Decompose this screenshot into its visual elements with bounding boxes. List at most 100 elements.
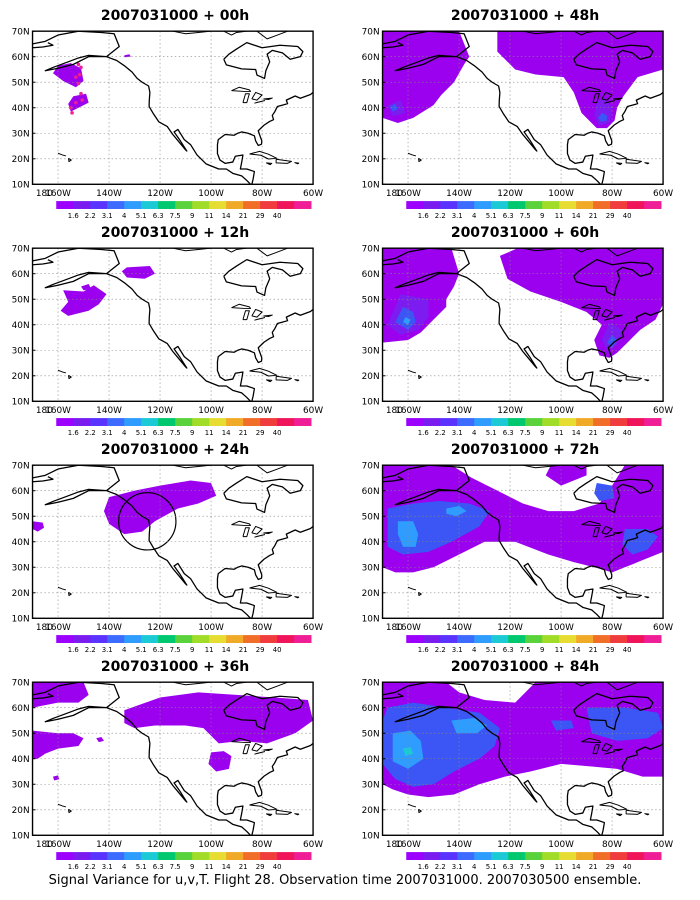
colorbar-swatch <box>175 852 193 860</box>
colorbar-label: 7.5 <box>520 863 531 871</box>
latitude-label: 30N <box>362 347 380 357</box>
colorbar-swatch <box>491 852 509 860</box>
colorbar-swatch <box>124 418 142 426</box>
high-variance-dot <box>70 111 74 115</box>
high-variance-dot <box>74 100 78 105</box>
latitude-label: 40N <box>12 538 30 548</box>
colorbar-label: 40 <box>623 429 632 437</box>
latitude-label: 50N <box>362 730 380 740</box>
colorbar-label: 5.1 <box>486 212 497 220</box>
colorbar-swatch <box>542 201 560 209</box>
longitude-label: 120W <box>147 406 173 416</box>
longitude-label: 60W <box>653 840 673 850</box>
colorbar-label: 11 <box>555 646 564 654</box>
colorbar-label: 11 <box>205 646 214 654</box>
colorbar-swatch <box>294 418 312 426</box>
colorbar-label: 2.2 <box>435 429 446 437</box>
colorbar-swatch <box>243 418 261 426</box>
colorbar-swatch <box>525 418 543 426</box>
high-variance-dot <box>77 72 82 77</box>
latitude-label: 50N <box>12 79 30 89</box>
latitude-label: 50N <box>12 296 30 306</box>
colorbar-swatch <box>406 201 424 209</box>
colorbar-label: 9 <box>190 646 194 654</box>
latitude-label: 50N <box>362 296 380 306</box>
colorbar-swatch <box>593 201 611 209</box>
coastline <box>32 682 314 836</box>
colorbar-label: 6.3 <box>153 646 164 654</box>
colorbar-swatch <box>644 852 662 860</box>
colorbar-swatch <box>593 418 611 426</box>
colorbar-swatch <box>576 635 594 643</box>
colorbar-swatch <box>576 418 594 426</box>
colorbar-swatch <box>294 852 312 860</box>
latitude-label: 70N <box>362 462 380 472</box>
graticule <box>382 465 664 619</box>
panel-title: 2007031000 + 48h <box>450 8 600 24</box>
colorbar-swatch <box>107 201 125 209</box>
colorbar-label: 3.1 <box>102 646 113 654</box>
colorbar-label: 5.1 <box>136 212 147 220</box>
longitude-label: 60W <box>303 189 323 199</box>
variance-region <box>52 775 60 781</box>
colorbar-label: 40 <box>273 863 282 871</box>
colorbar-label: 5.1 <box>486 863 497 871</box>
colorbar-label: 5.1 <box>136 646 147 654</box>
colorbar-swatch <box>644 201 662 209</box>
colorbar-label: 11 <box>555 863 564 871</box>
variance-region <box>451 717 488 734</box>
colorbar-swatch <box>440 201 458 209</box>
map-panel-72h: 2007031000 + 72h 70N 60N 50N 40N 30N 20N 10N 180… <box>362 442 674 660</box>
colorbar-label: 4 <box>122 212 126 220</box>
panel-title: 2007031000 + 36h <box>100 659 250 675</box>
panel-title: 2007031000 + 84h <box>450 659 600 675</box>
colorbar-swatch <box>491 635 509 643</box>
colorbar-swatch <box>491 418 509 426</box>
colorbar-label: 29 <box>256 646 265 654</box>
latitude-label: 60N <box>12 270 30 280</box>
longitude-label: 100W <box>198 406 224 416</box>
colorbar-swatch <box>457 635 475 643</box>
colorbar-swatch <box>423 852 441 860</box>
coastline <box>32 465 314 619</box>
colorbar-label: 5.1 <box>136 429 147 437</box>
colorbar-swatch <box>423 418 441 426</box>
colorbar: 1.6 2.2 3.1 4 5.1 6.3 7.5 9 11 14 21 29 40 <box>406 418 662 437</box>
latitude-label: 20N <box>362 589 380 599</box>
colorbar-swatch <box>474 852 492 860</box>
latitude-label: 30N <box>12 130 30 140</box>
longitude-label: 180 <box>36 623 53 633</box>
colorbar-swatch <box>260 418 278 426</box>
latitude-label: 70N <box>362 28 380 38</box>
colorbar-swatch <box>610 635 628 643</box>
latitude-label: 50N <box>12 513 30 523</box>
longitude-label: 120W <box>497 840 523 850</box>
map-panel-60h: 2007031000 + 60h 70N 60N 50N 40N 30N 20N 10N 180… <box>362 225 674 443</box>
colorbar-swatch <box>644 418 662 426</box>
longitude-label: 180 <box>36 406 53 416</box>
longitude-label: 180 <box>386 840 403 850</box>
colorbar-swatch <box>226 635 244 643</box>
latitude-label: 10N <box>362 181 380 191</box>
colorbar-swatch <box>260 201 278 209</box>
colorbar-label: 9 <box>540 646 544 654</box>
colorbar-swatch <box>542 635 560 643</box>
latitude-label: 30N <box>12 781 30 791</box>
latitude-label: 50N <box>362 79 380 89</box>
variance-region <box>382 465 664 573</box>
longitude-label: 100W <box>198 840 224 850</box>
colorbar-label: 2.2 <box>435 646 446 654</box>
colorbar-label: 7.5 <box>170 863 181 871</box>
colorbar-label: 7.5 <box>170 212 181 220</box>
colorbar: 1.6 2.2 3.1 4 5.1 6.3 7.5 9 11 14 21 29 40 <box>406 852 662 871</box>
colorbar-swatch <box>243 201 261 209</box>
longitude-label: 180 <box>386 189 403 199</box>
longitude-label: 80W <box>602 406 622 416</box>
colorbar-label: 40 <box>273 646 282 654</box>
colorbar-label: 1.6 <box>68 646 79 654</box>
graticule <box>32 248 314 402</box>
graticule <box>382 31 664 185</box>
latitude-label: 30N <box>362 564 380 574</box>
colorbar-label: 9 <box>540 863 544 871</box>
map-panel-12h: 2007031000 + 12h 70N 60N 50N 40N 30N 20N 10N 180… <box>12 225 324 443</box>
